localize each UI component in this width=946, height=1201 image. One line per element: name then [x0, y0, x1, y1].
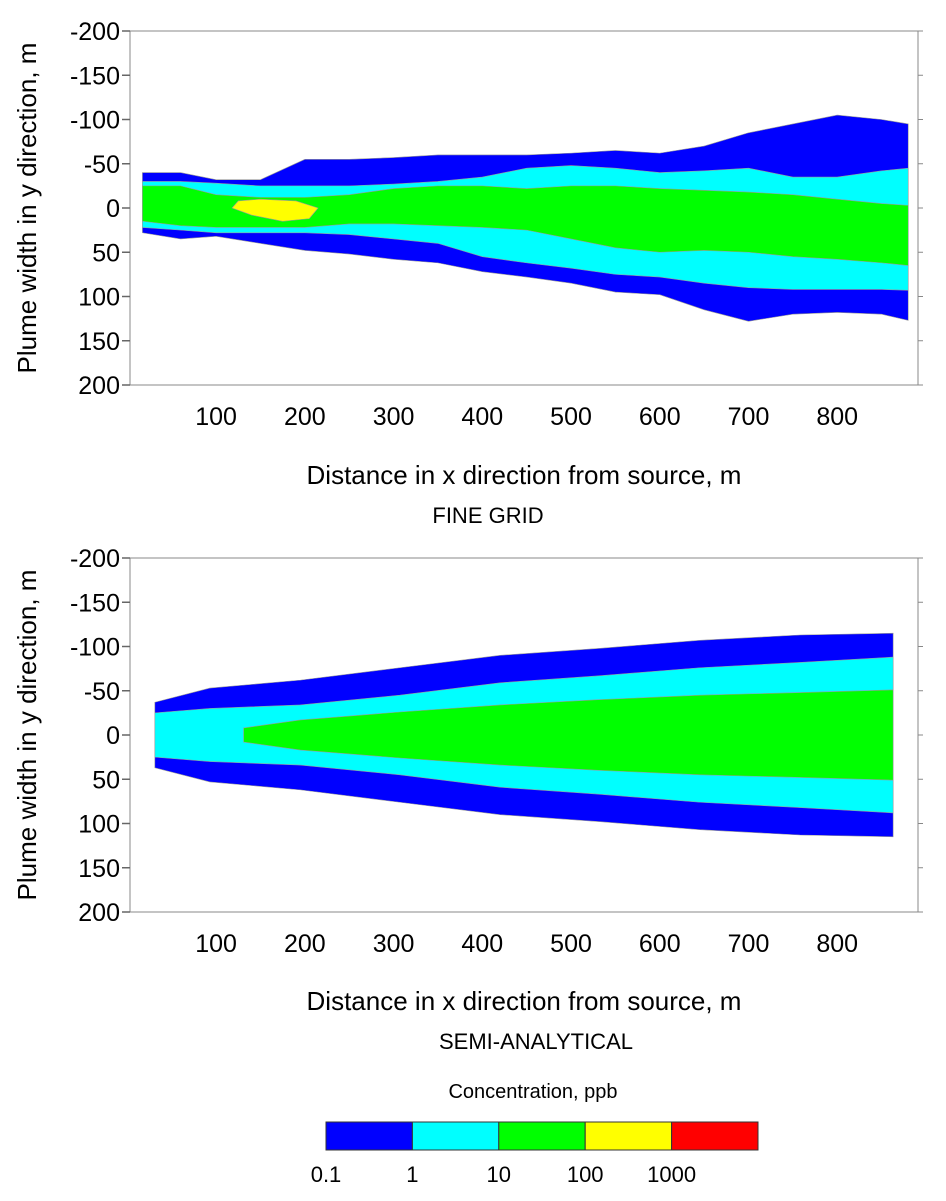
y-tick-label: 0	[106, 722, 120, 750]
legend-title: Concentration, ppb	[448, 1081, 617, 1103]
legend-swatch	[498, 1121, 586, 1151]
legend-label: 10	[487, 1162, 511, 1187]
contour-band-100-1000	[231, 198, 319, 222]
x-axis-title-semi-analytical: Distance in x direction from source, m	[307, 986, 742, 1016]
x-tick-label: 300	[373, 403, 415, 431]
y-tick-label: -100	[70, 107, 120, 135]
legend-swatch	[411, 1121, 500, 1151]
semi-analytical-plot: -200 -150 -100 -50 0 50 100 150 200 100 200 300 400 5…	[70, 545, 923, 958]
legend-swatch	[671, 1121, 759, 1151]
x-tick-label: 400	[461, 403, 503, 431]
y-tick-label: 0	[106, 195, 120, 223]
x-tick-label: 100	[195, 930, 237, 958]
subtitle-semi-analytical: SEMI-ANALYTICAL	[439, 1029, 633, 1054]
y-axis-title-fine-grid: Plume width in y direction, m	[12, 43, 42, 374]
y-tick-label: 200	[78, 372, 120, 400]
legend-swatch	[584, 1121, 673, 1151]
legend-swatch	[325, 1121, 413, 1151]
y-tick-label: 150	[78, 855, 120, 883]
y-tick-label: 100	[78, 284, 120, 312]
y-tick-label: -200	[70, 18, 120, 46]
y-tick-label: -200	[70, 545, 120, 573]
legend-label: 100	[567, 1162, 604, 1187]
contour-band-10-100	[243, 689, 894, 781]
legend-label: 1	[406, 1162, 418, 1187]
x-tick-label: 700	[728, 403, 770, 431]
contour-band-10-100	[142, 185, 909, 266]
y-tick-label: 50	[92, 766, 120, 794]
y-tick-label: -150	[70, 589, 120, 617]
x-tick-label: 500	[550, 403, 592, 431]
legend-label: 1000	[647, 1162, 696, 1187]
y-tick-label: 150	[78, 328, 120, 356]
x-axis-title-fine-grid: Distance in x direction from source, m	[307, 460, 742, 490]
x-tick-label: 100	[195, 403, 237, 431]
x-tick-label: 800	[816, 403, 858, 431]
legend-label: 0.1	[311, 1162, 342, 1187]
fine-grid-plot: -200 -150 -100 -50 0 50 100 150 200 100 200 300 400 5…	[70, 18, 923, 431]
y-tick-label: 50	[92, 239, 120, 267]
x-tick-label: 800	[816, 930, 858, 958]
x-tick-label: 500	[550, 930, 592, 958]
x-tick-label: 400	[461, 930, 503, 958]
y-tick-label: 200	[78, 899, 120, 927]
y-tick-label: -100	[70, 634, 120, 662]
y-tick-label: -50	[84, 678, 120, 706]
color-legend: Concentration, ppb 0.1 1 10 100 1000	[311, 1081, 759, 1187]
x-tick-label: 700	[728, 930, 770, 958]
x-tick-label: 200	[284, 403, 326, 431]
x-tick-label: 200	[284, 930, 326, 958]
x-tick-label: 600	[639, 930, 681, 958]
x-tick-label: 300	[373, 930, 415, 958]
x-tick-label: 600	[639, 403, 681, 431]
subtitle-fine-grid: FINE GRID	[432, 503, 543, 528]
y-axis-title-semi-analytical: Plume width in y direction, m	[12, 570, 42, 901]
y-tick-label: -50	[84, 151, 120, 179]
y-tick-label: 100	[78, 811, 120, 839]
y-tick-label: -150	[70, 62, 120, 90]
